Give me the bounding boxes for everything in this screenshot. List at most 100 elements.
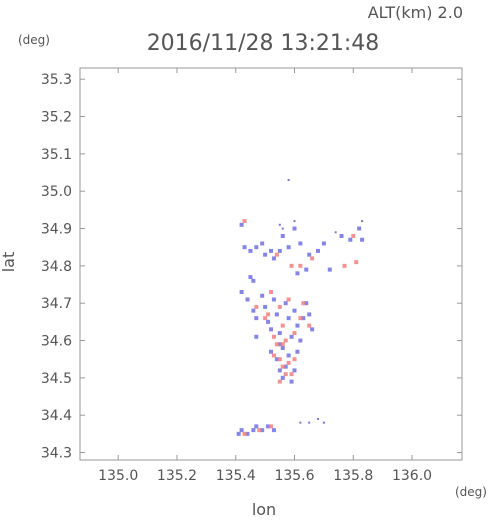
data-point [269, 349, 273, 354]
data-point [342, 263, 347, 268]
data-point [289, 372, 294, 377]
x-tick-label: 135.2 [157, 468, 197, 484]
data-point [277, 304, 282, 309]
data-point [271, 297, 276, 302]
data-point [348, 237, 353, 242]
data-point [248, 275, 253, 280]
y-tick-label: 34.3 [41, 446, 72, 462]
data-point [260, 293, 265, 298]
data-point [286, 297, 291, 302]
data-point [289, 379, 294, 384]
x-tick-label: 135.6 [274, 468, 314, 484]
x-axis-label: lon [252, 500, 276, 519]
y-tick-label: 34.5 [41, 371, 72, 387]
data-point [269, 327, 273, 332]
data-point [242, 245, 247, 250]
data-point [298, 338, 303, 343]
data-point [361, 220, 364, 223]
data-point [283, 372, 288, 377]
data-point [277, 368, 282, 373]
data-point [254, 316, 259, 321]
data-point [327, 267, 332, 272]
data-point [274, 252, 279, 257]
y-tick-label: 34.7 [41, 296, 72, 312]
data-point [239, 290, 244, 294]
data-point [274, 312, 279, 317]
data-point [308, 421, 311, 424]
data-point [280, 364, 285, 369]
data-point [260, 241, 265, 246]
data-point [280, 375, 285, 380]
data-point [254, 334, 259, 339]
y-tick-label: 35.1 [41, 147, 72, 163]
data-point [269, 248, 273, 253]
data-point [298, 316, 303, 321]
data-point [299, 421, 302, 424]
data-point [254, 304, 259, 309]
data-point [242, 431, 247, 436]
data-point [281, 227, 284, 230]
data-point [271, 256, 276, 261]
x-tick-label: 135.8 [333, 468, 373, 484]
data-point [292, 357, 297, 362]
x-axis: 135.0 135.2 135.4 135.6 135.8 136.0 [98, 68, 432, 484]
data-point [304, 301, 309, 306]
data-point [289, 334, 294, 339]
data-point [277, 342, 282, 347]
data-point [295, 349, 300, 354]
data-point [334, 231, 337, 234]
data-point [286, 353, 291, 358]
y-tick-label: 35.0 [41, 184, 72, 200]
data-point [286, 245, 291, 250]
y-tick-label: 34.6 [41, 334, 72, 350]
data-point [245, 297, 250, 302]
data-point [310, 256, 315, 261]
data-point [280, 323, 285, 328]
data-point [292, 226, 297, 231]
data-point [277, 248, 282, 253]
data-point [280, 234, 285, 238]
data-point [360, 237, 365, 242]
data-point [287, 179, 290, 181]
data-point [277, 357, 282, 362]
data-point [295, 271, 300, 276]
data-point [271, 428, 276, 433]
y-axis: 34.3 34.4 34.5 34.6 34.7 34.8 34.9 35.0 35.1 35.2… [41, 72, 462, 462]
data-point [283, 338, 288, 343]
data-point [354, 260, 359, 265]
data-point [274, 357, 279, 362]
data-point [280, 346, 285, 350]
data-point [321, 241, 326, 246]
data-point [277, 331, 282, 336]
altitude-label: ALT(km) 2.0 [368, 3, 463, 22]
data-point [269, 424, 273, 429]
chart-title: 2016/11/28 13:21:48 [147, 31, 380, 56]
data-point [248, 248, 253, 253]
data-point [251, 428, 256, 433]
data-point [251, 278, 256, 283]
data-point [254, 424, 259, 429]
data-point [317, 417, 320, 420]
y-tick-label: 34.9 [41, 222, 72, 238]
data-point [266, 424, 271, 429]
data-point [254, 245, 259, 250]
data-point [280, 342, 285, 347]
data-point [277, 379, 282, 384]
data-point [257, 428, 262, 433]
data-point [298, 241, 303, 246]
data-point [286, 316, 291, 321]
data-point [322, 421, 325, 424]
y-tick-label: 35.2 [41, 110, 72, 126]
data-point [339, 234, 344, 238]
x-tick-label: 136.0 [392, 468, 432, 484]
data-point [307, 312, 312, 317]
data-point [263, 316, 268, 321]
data-point [295, 323, 300, 328]
data-point [304, 267, 309, 272]
data-point [260, 428, 265, 433]
data-point [245, 431, 250, 436]
x-unit-label: (deg) [455, 485, 487, 499]
data-point [298, 263, 303, 268]
y-unit-label: (deg) [18, 33, 50, 47]
y-tick-label: 34.4 [41, 408, 72, 424]
